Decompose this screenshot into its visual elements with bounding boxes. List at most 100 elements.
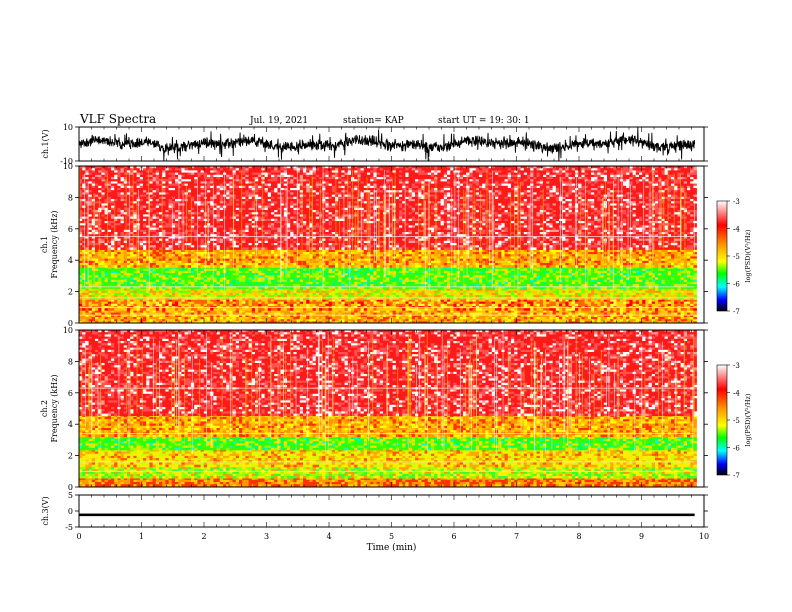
ch1-spectrogram-cell [415,314,419,318]
ch1-spectrogram-cell [552,312,557,316]
ch1-spectrogram-cell [619,321,624,323]
ch1-spectrogram-cell [549,292,553,296]
ch1-spectrogram-cell [386,270,390,274]
ch1-spectrogram-cell [312,279,317,283]
ch1-spectrogram-cell [338,292,342,296]
ch1-spectrogram-cell [495,268,499,272]
ch1-spectrogram-cell [456,281,461,285]
ch1-spectrogram-cell [418,281,422,285]
ch1-spectrogram-cell [603,295,608,298]
ch1-spectrogram-cell [674,292,678,296]
ch1-spectrogram-cell [309,288,313,291]
ch1-spectrogram-cell [632,299,637,302]
ch1-spectrogram-cell [690,266,694,269]
ch1-spectrogram-cell [687,301,691,305]
ch1-spectrogram-cell [184,299,189,302]
ch1-spectrogram-cell [389,303,393,307]
ch1-spectrogram-cell [623,295,627,298]
ch1-spectrogram-cell [216,273,221,276]
ch1-spectrogram-cell [421,273,425,276]
ch1-spectrogram-cell [555,273,560,276]
ch1-spectrogram-cell [594,299,598,302]
ch1-spectrogram-cell [184,273,189,276]
ch1-spectrogram-cell [223,319,227,322]
ch1-spectrogram-cell [687,281,691,285]
ch1-spectrogram-cell [178,279,182,283]
ch1-spectrogram-cell [514,284,518,287]
ch1-spectrogram-cell [447,288,451,291]
ch1-spectrogram-cell [683,268,688,272]
ch1-spectrogram-cell [277,273,281,276]
ch1-spectrogram-cell [216,317,221,320]
ch1-spectrogram-cell [610,317,614,320]
ch1-spectrogram-cell [303,312,307,316]
ch1-spectrogram-cell [511,297,515,300]
ch1-spectrogram-cell [392,288,397,291]
ch1-spectrogram-cell [501,314,505,318]
ch1-spectrogram-cell [152,292,157,296]
ch1-spectrogram-cell [434,281,438,285]
ch1-spectrogram-cell [667,288,672,291]
ch1-spectrogram-cell [635,273,640,276]
ch1-spectrogram-cell [331,295,336,298]
ch1-spectrogram-cell [645,321,649,323]
ch1-spectrogram-cell [351,275,355,278]
ch1-spectrogram-cell [360,299,365,302]
ch1-spectrogram-cell [437,290,441,294]
ch1-spectrogram-cell [472,288,477,291]
ch1-spectrogram-cell [498,299,502,302]
ch1-spectrogram-cell [226,303,230,307]
ch1-spectrogram-cell [219,268,224,272]
ch1-spectrogram-cell [463,288,467,291]
ch1-spectrogram-cell [303,279,307,283]
ch1-spectrogram-cell [453,266,457,269]
ch1-spectrogram-cell [677,314,681,318]
ch1-spectrogram-cell [411,303,416,307]
ch1-spectrogram-cell [351,308,355,311]
ch1-spectrogram-cell [584,308,589,311]
ch1-spectrogram-cell [693,277,697,280]
ch1-spectrogram-cell [210,277,214,280]
ch1-spectrogram-cell [511,281,515,285]
ch1-spectrogram-cell [472,290,477,294]
ch1-spectrogram-cell [395,288,400,291]
ch1-spectrogram-cell [194,295,198,298]
ch1-spectrogram-cell [114,321,118,323]
ch1-spectrogram-cell [383,321,387,323]
ch1-spectrogram-cell [95,270,99,274]
ch1-spectrogram-cell [207,268,211,272]
ch1-spectrogram-cell [690,292,694,296]
ch1-spectrogram-cell [165,279,169,283]
ch1-spectrogram-cell [258,295,262,298]
ch1-spectrogram-cell [594,314,598,318]
ch1-spectrogram-cell [674,301,678,305]
ch1-spectrogram-cell [274,266,278,269]
ch1-spectrogram-cell [175,321,179,323]
ch1-spectrogram-cell [632,281,637,285]
ch1-spectrogram-cell [267,284,272,287]
ch1-spectrogram-cell [498,266,502,269]
ch1-spectrogram-cell [690,268,694,272]
ch1-spectrogram-cell [271,319,275,322]
ch1-spectrogram-cell [603,317,608,320]
ch1-spectrogram-cell [245,290,249,294]
ch1-spectrogram-cell [130,284,134,287]
ch1-spectrogram-cell [107,312,112,316]
ch1-spectrogram-cell [127,314,131,318]
ch1-spectrogram-cell [130,308,134,311]
ch1-spectrogram-cell [507,317,512,320]
ch1-spectrogram-cell [367,314,371,318]
ch1-spectrogram-cell [443,319,448,322]
ch1-spectrogram-cell [587,301,592,305]
ch1-spectrogram-cell [357,303,361,307]
ch1-spectrogram-cell [584,317,589,320]
ch1-spectrogram-cell [674,268,678,272]
ch1-spectrogram-cell [632,284,637,287]
ch1-spectrogram-cell [130,268,134,272]
ch1-spectrogram-cell [274,284,278,287]
ch1-spectrogram-cell [472,312,477,316]
ch1-spectrogram-cell [514,266,518,269]
ch1-spectrogram-cell [539,273,544,276]
ch1-spectrogram-cell [479,319,483,322]
ch1-spectrogram-cell [651,295,656,298]
